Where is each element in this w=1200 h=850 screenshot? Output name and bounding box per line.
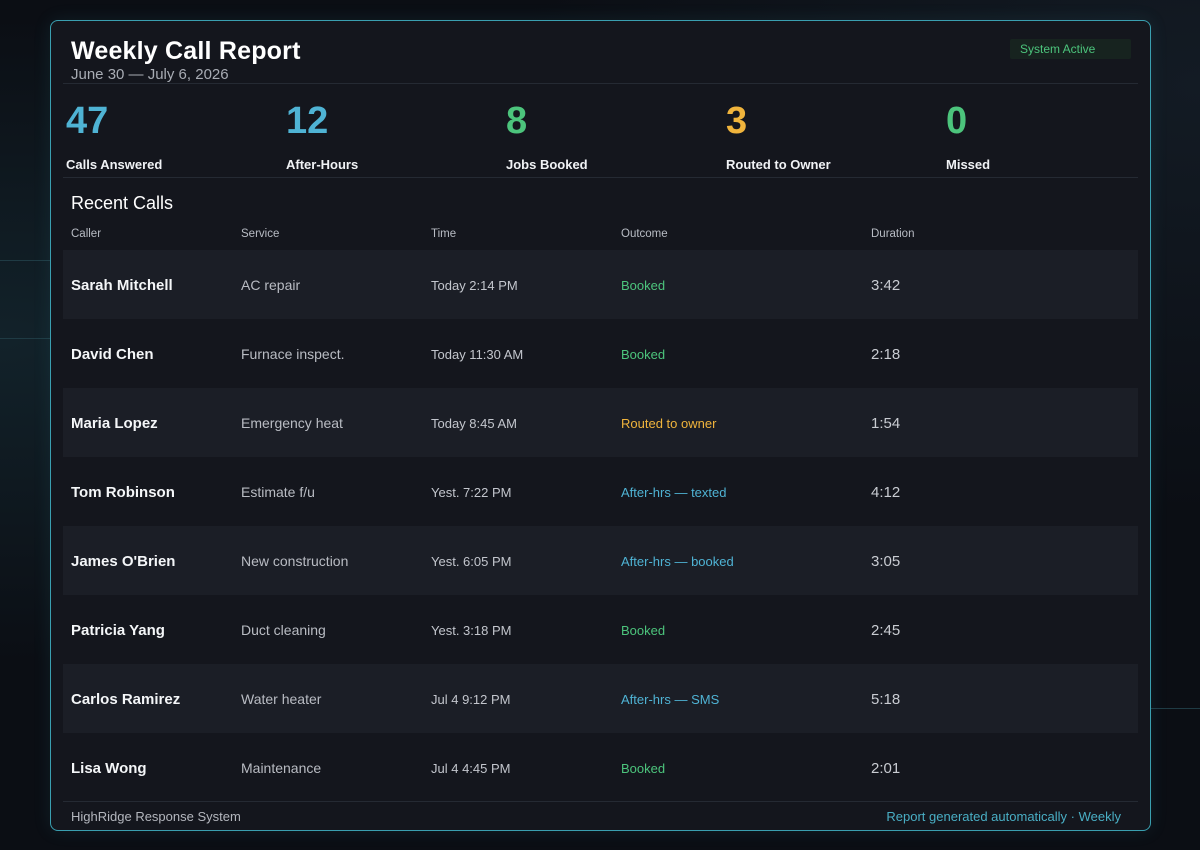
duration-cell: 2:45 (871, 622, 901, 639)
stat-after-hours: 12 After-Hours (286, 99, 486, 172)
table-row[interactable]: James O'Brien New construction Yest. 6:0… (63, 526, 1138, 595)
duration-cell: 3:42 (871, 277, 901, 294)
stat-value: 0 (946, 100, 968, 142)
column-header-duration: Duration (871, 228, 915, 240)
table-row[interactable]: Lisa Wong Maintenance Jul 4 4:45 PM Book… (63, 733, 1138, 802)
header-divider (63, 83, 1138, 84)
report-card: Weekly Call Report June 30 — July 6, 202… (50, 20, 1151, 831)
time-cell: Today 2:14 PM (431, 278, 518, 293)
stat-label: Calls Answered (66, 157, 163, 172)
outcome-cell: Booked (621, 278, 666, 293)
service-cell: Estimate f/u (241, 484, 315, 500)
system-name: HighRidge Response System (71, 809, 241, 824)
outcome-cell: Booked (621, 347, 666, 362)
table-row[interactable]: David Chen Furnace inspect. Today 11:30 … (63, 319, 1138, 388)
caller-name: Carlos Ramirez (71, 691, 181, 708)
outcome-cell: Booked (621, 761, 666, 776)
duration-cell: 2:18 (871, 346, 901, 363)
footer-divider (63, 801, 1138, 802)
duration-cell: 5:18 (871, 691, 901, 708)
duration-cell: 2:01 (871, 760, 901, 777)
outcome-cell: After-hrs — booked (621, 554, 734, 569)
duration-cell: 4:12 (871, 484, 901, 501)
table-row[interactable]: Maria Lopez Emergency heat Today 8:45 AM… (63, 388, 1138, 457)
report-date-range: June 30 — July 6, 2026 (71, 66, 229, 83)
background-line (1151, 708, 1200, 709)
outcome-cell: After-hrs — texted (621, 485, 727, 500)
table-row[interactable]: Sarah Mitchell AC repair Today 2:14 PM B… (63, 250, 1138, 319)
outcome-cell: After-hrs — SMS (621, 692, 720, 707)
stat-label: Missed (946, 157, 991, 172)
background-line (0, 260, 50, 261)
stats-divider (63, 177, 1138, 178)
time-cell: Yest. 7:22 PM (431, 485, 512, 500)
duration-cell: 1:54 (871, 415, 901, 432)
report-title: Weekly Call Report (71, 37, 301, 65)
duration-cell: 3:05 (871, 553, 901, 570)
recent-calls-title: Recent Calls (71, 193, 174, 213)
time-cell: Today 11:30 AM (431, 347, 524, 362)
column-header-service: Service (241, 228, 280, 240)
stat-value: 47 (66, 100, 109, 142)
table-row[interactable]: Carlos Ramirez Water heater Jul 4 9:12 P… (63, 664, 1138, 733)
caller-name: Lisa Wong (71, 760, 147, 777)
column-header-outcome: Outcome (621, 228, 668, 240)
caller-name: David Chen (71, 346, 154, 363)
table-row[interactable]: Tom Robinson Estimate f/u Yest. 7:22 PM … (63, 457, 1138, 526)
system-status-badge: System Active (1010, 39, 1131, 59)
caller-name: Maria Lopez (71, 415, 158, 432)
service-cell: Furnace inspect. (241, 346, 345, 362)
caller-name: Patricia Yang (71, 622, 165, 639)
outcome-cell: Booked (621, 623, 666, 638)
stat-value: 8 (506, 100, 528, 142)
stat-label: Routed to Owner (726, 157, 831, 172)
service-cell: Duct cleaning (241, 622, 326, 638)
caller-name: James O'Brien (71, 553, 176, 570)
caller-name: Tom Robinson (71, 484, 175, 501)
service-cell: New construction (241, 553, 349, 569)
time-cell: Jul 4 9:12 PM (431, 692, 511, 707)
service-cell: Water heater (241, 691, 322, 707)
service-cell: Emergency heat (241, 415, 343, 431)
stat-label: Jobs Booked (506, 157, 588, 172)
stat-missed: 0 Missed (946, 99, 1146, 172)
service-cell: Maintenance (241, 760, 322, 776)
stat-calls-answered: 47 Calls Answered (66, 99, 266, 172)
time-cell: Jul 4 4:45 PM (431, 761, 511, 776)
time-cell: Today 8:45 AM (431, 416, 517, 431)
report-footer-note: Report generated automatically · Weekly (886, 809, 1121, 824)
outcome-cell: Routed to owner (621, 416, 717, 431)
time-cell: Yest. 6:05 PM (431, 554, 512, 569)
service-cell: AC repair (241, 277, 301, 293)
caller-name: Sarah Mitchell (71, 277, 173, 294)
column-header-time: Time (431, 228, 457, 240)
stat-routed-to-owner: 3 Routed to Owner (726, 99, 926, 172)
stat-jobs-booked: 8 Jobs Booked (506, 99, 706, 172)
time-cell: Yest. 3:18 PM (431, 623, 512, 638)
background-line (0, 338, 50, 339)
stat-label: After-Hours (286, 157, 359, 172)
stat-value: 3 (726, 100, 748, 142)
stat-value: 12 (286, 100, 329, 142)
calls-table: Sarah Mitchell AC repair Today 2:14 PM B… (63, 250, 1138, 802)
table-row[interactable]: Patricia Yang Duct cleaning Yest. 3:18 P… (63, 595, 1138, 664)
column-header-caller: Caller (71, 228, 102, 240)
